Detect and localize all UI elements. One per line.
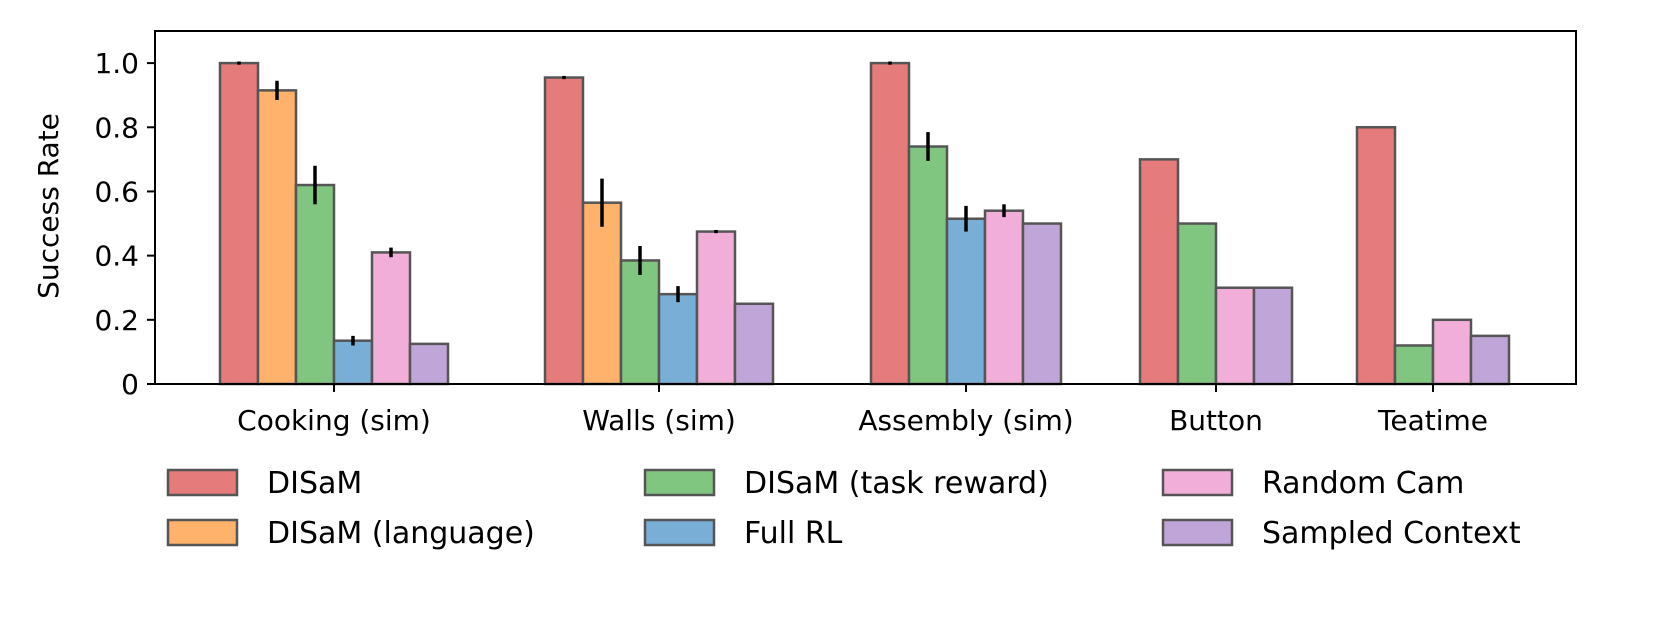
bars-layer [218,61,1511,386]
legend-swatch-sampled-context [1161,518,1234,547]
x-axis: Cooking (sim) Walls (sim) Assembly (sim) Bu… [237,384,1488,437]
y-tick-label: 0.6 [94,175,139,208]
plot-frame [154,30,1577,385]
legend-label-full-rl: Full RL [744,516,843,551]
bar-button-sampled-context [1252,286,1294,386]
bar-cooking-sim-disam-task-reward [294,183,336,386]
legend-swatch-disam-language [166,518,239,547]
y-tick-label: 0.4 [94,240,139,273]
bar-walls-sim-random-cam [695,230,737,386]
x-tick-label-button: Button [1169,404,1263,437]
bar-assembly-sim-sampled-context [1021,222,1063,386]
y-tick-label: 0 [121,368,139,401]
bar-teatime-disam-task-reward [1393,344,1435,386]
bar-button-disam-task-reward [1176,222,1218,386]
bar-teatime-sampled-context [1469,334,1511,386]
bar-button-disam [1138,158,1180,386]
bar-walls-sim-full-rl [657,292,699,386]
bar-walls-sim-disam-task-reward [619,259,661,386]
bar-cooking-sim-disam-language [256,89,298,386]
bar-cooking-sim-random-cam [370,251,412,386]
x-tick-label-cooking-sim: Cooking (sim) [237,404,431,437]
legend-label-disam-language: DISaM (language) [267,516,535,551]
bar-teatime-disam [1355,126,1397,386]
bar-assembly-sim-full-rl [945,217,987,386]
legend-swatch-disam-task-reward [643,468,716,497]
legend-swatch-random-cam [1161,468,1234,497]
legend-label-disam-task-reward: DISaM (task reward) [744,466,1049,501]
bar-cooking-sim-sampled-context [408,342,450,386]
legend-label-sampled-context: Sampled Context [1262,516,1521,551]
error-bars-layer [237,61,1006,346]
y-tick-label: 0.2 [94,304,139,337]
y-tick-label: 1.0 [94,47,139,80]
bar-assembly-sim-disam-task-reward [907,145,949,386]
y-axis-label: Success Rate [32,113,65,299]
x-tick-label-walls-sim: Walls (sim) [582,404,736,437]
y-tick-label: 0.8 [94,111,139,144]
bar-assembly-sim-disam [869,61,911,386]
bar-walls-sim-sampled-context [733,302,775,386]
legend-swatch-disam [166,468,239,497]
x-tick-label-teatime: Teatime [1377,404,1488,437]
bar-button-random-cam [1214,286,1256,386]
bar-assembly-sim-random-cam [983,209,1025,386]
y-axis: 0 0.2 0.4 0.6 0.8 1.0 [94,47,155,401]
bar-cooking-sim-full-rl [332,339,374,386]
bar-cooking-sim-disam [218,61,260,386]
legend-label-random-cam: Random Cam [1262,466,1464,501]
bar-walls-sim-disam [543,76,585,386]
legend: DISaM DISaM (language) DISaM (task reward)… [166,466,1521,551]
bar-teatime-random-cam [1431,318,1473,386]
legend-label-disam: DISaM [267,466,362,501]
legend-swatch-full-rl [643,518,716,547]
bar-walls-sim-disam-language [581,201,623,386]
x-tick-label-assembly-sim: Assembly (sim) [858,404,1073,437]
